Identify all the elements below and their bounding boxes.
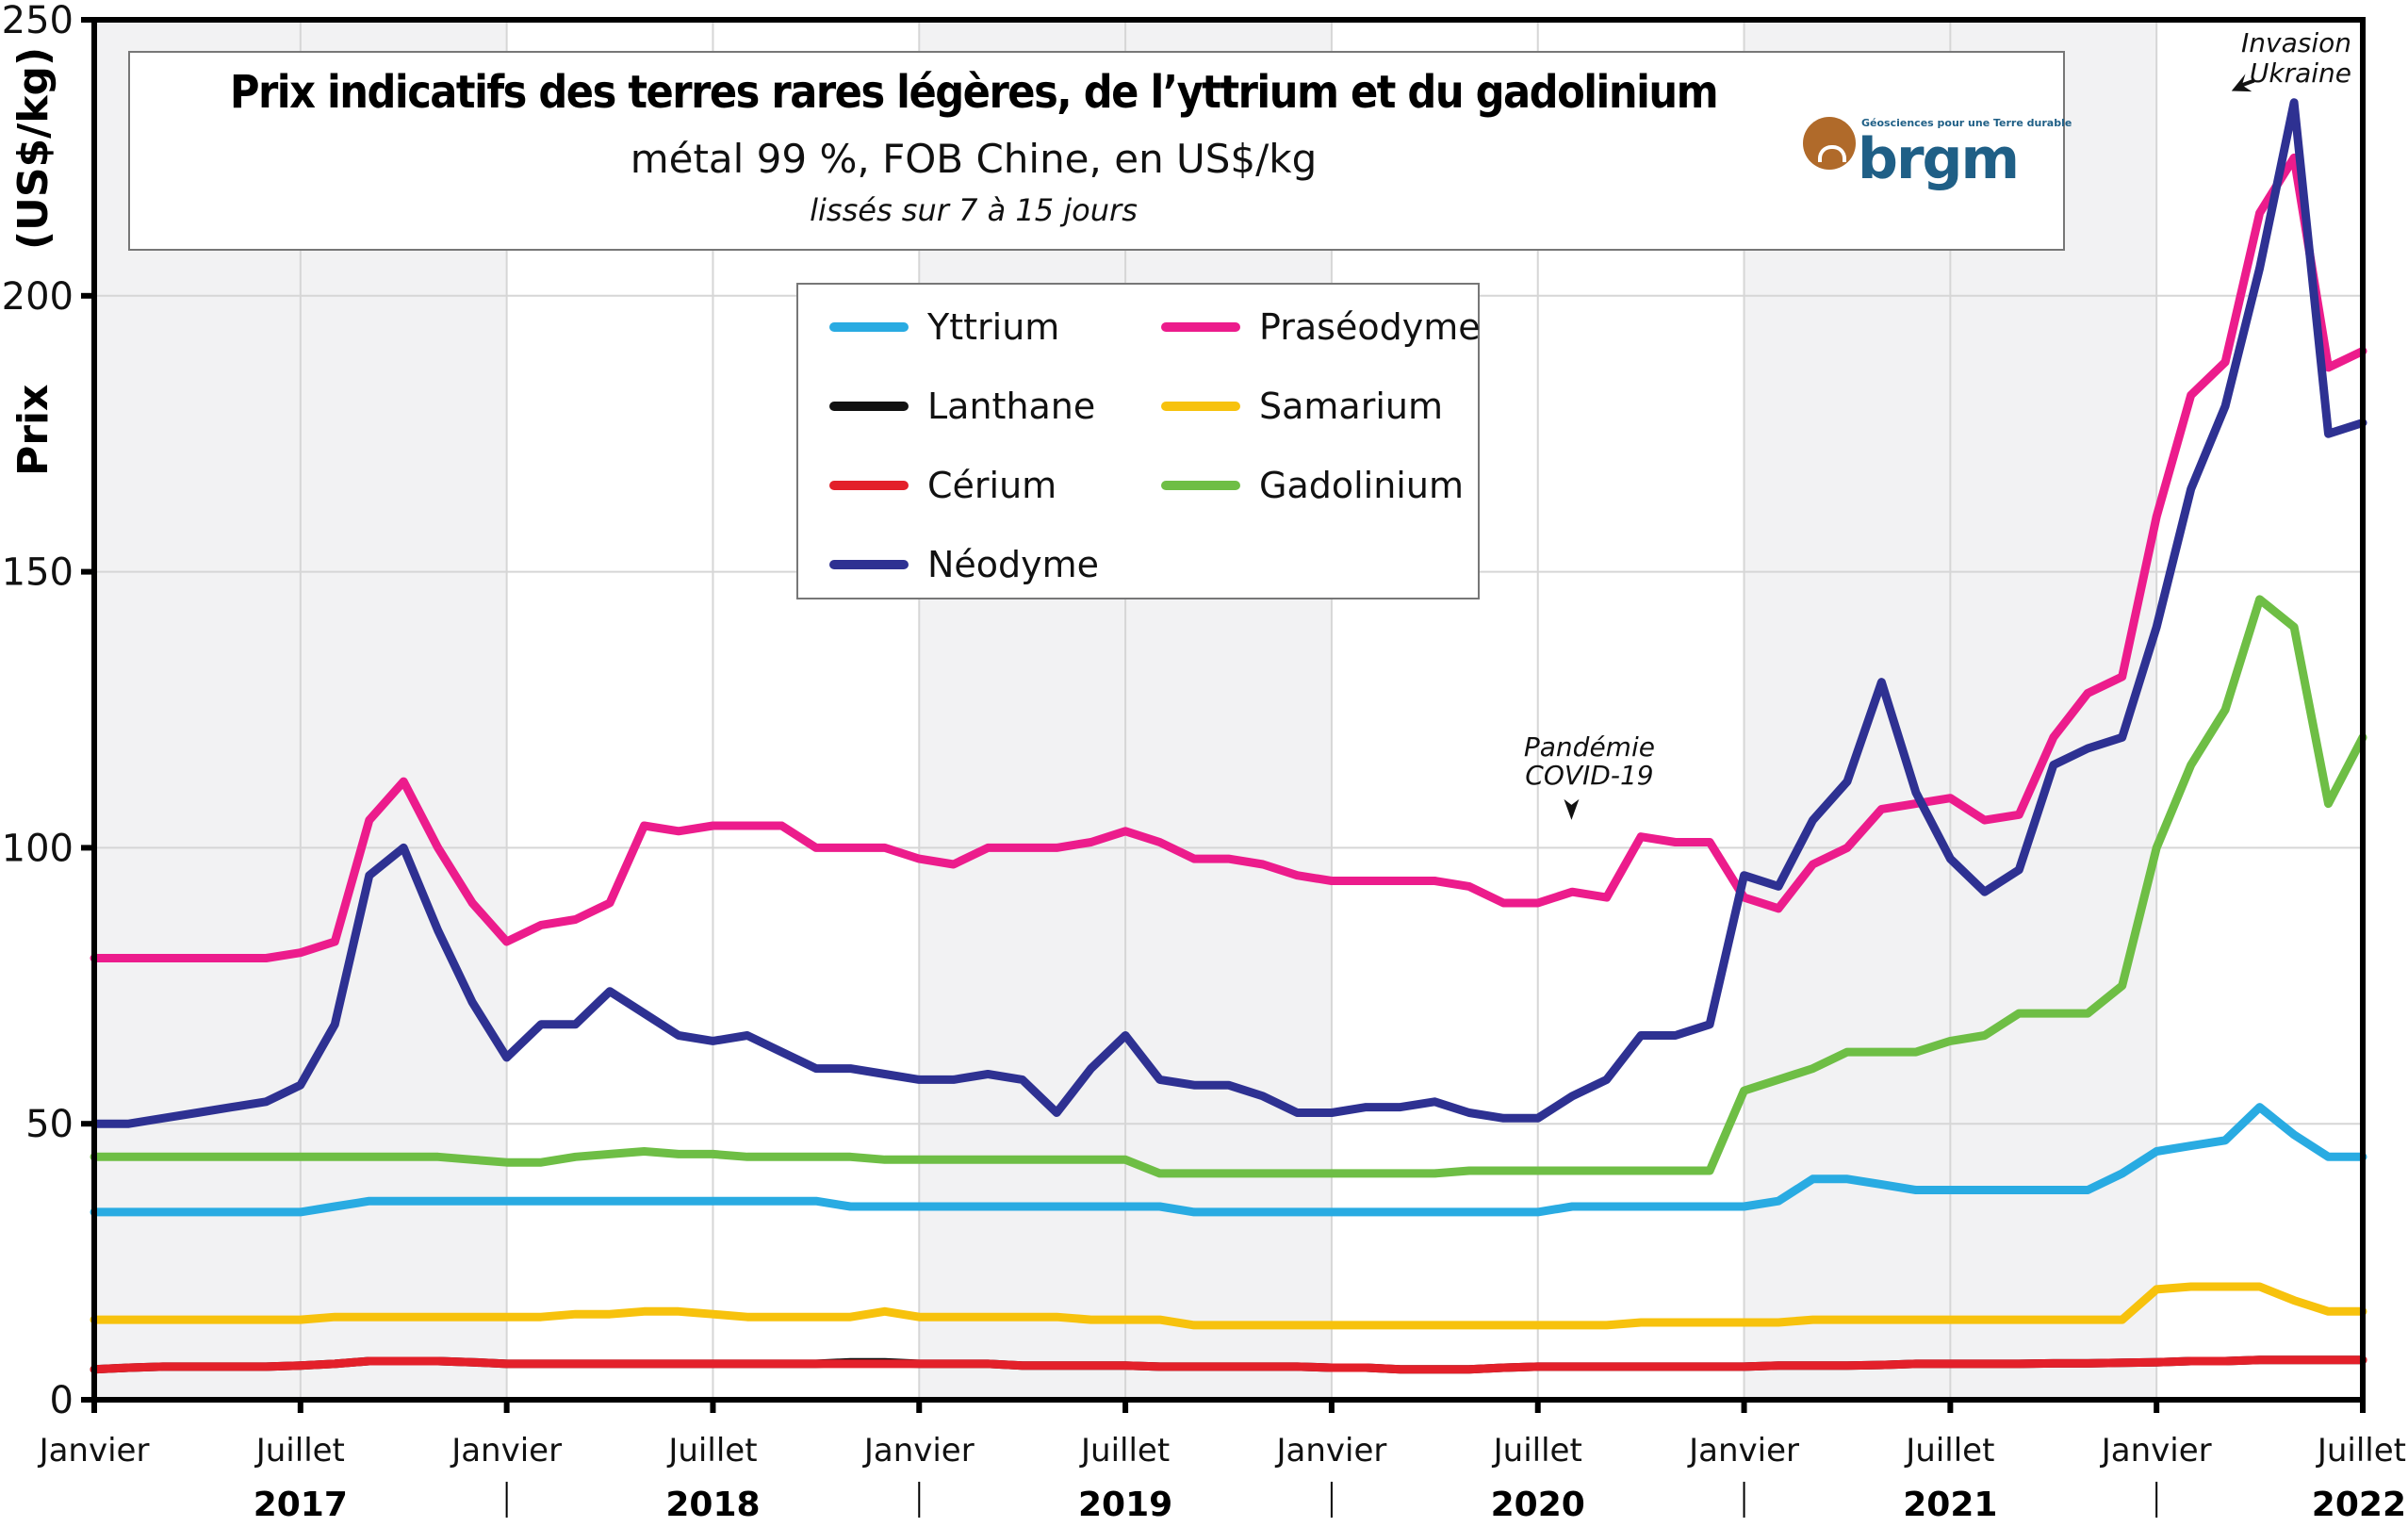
arrow-icon	[2231, 74, 2255, 92]
series-line-yttrium	[90, 1103, 2367, 1217]
x-tick-label: Juillet	[1904, 1432, 1994, 1470]
annotation-ukraine: Ukraine	[2250, 57, 2351, 89]
series-line-praséodyme	[90, 153, 2367, 962]
x-tick-label: Juillet	[254, 1432, 345, 1470]
logo-circle-icon	[1803, 117, 1856, 170]
y-axis-title: Prix	[9, 385, 57, 476]
y-tick-labels: 0 50 100 150 200 250	[2, 0, 74, 1422]
legend-label: Yttrium	[927, 306, 1060, 348]
legend-item-lanthane: Lanthane	[829, 383, 1095, 430]
brgm-logo: Géosciences pour une Terre durable brgm	[1803, 100, 2072, 204]
legend-swatch	[829, 560, 909, 569]
x-year-label: 2017	[254, 1486, 348, 1524]
x-tick-label: Janvier	[38, 1432, 150, 1470]
series-line-cérium	[90, 1355, 2367, 1374]
legend-label: Praséodyme	[1259, 306, 1481, 348]
legend-label: Samarium	[1259, 386, 1443, 427]
series-line-samarium	[90, 1282, 2367, 1330]
title-box: Prix indicatifs des terres rares légères…	[128, 51, 2072, 251]
legend-item-samarium: Samarium	[1161, 383, 1443, 430]
x-tick-label: Juillet	[1079, 1432, 1170, 1470]
legend-swatch	[1161, 481, 1240, 490]
x-year-label: 2021	[1903, 1486, 1997, 1524]
x-year-label: 2018	[665, 1486, 760, 1524]
legend-item-cérium: Cérium	[829, 462, 1057, 509]
logo-tagline: Géosciences pour une Terre durable	[1861, 117, 2072, 129]
y-tick-label: 200	[2, 275, 74, 319]
x-tick-label: Juillet	[1492, 1432, 1582, 1470]
legend-item-yttrium: Yttrium	[829, 304, 1059, 351]
legend-swatch	[829, 402, 909, 411]
y-tick-label: 150	[2, 551, 74, 595]
x-year-label: 2020	[1491, 1486, 1585, 1524]
y-tick-label: 250	[2, 0, 74, 42]
logo-wordmark: brgm	[1858, 126, 2020, 192]
legend-swatch	[1161, 322, 1240, 332]
legend-item-gadolinium: Gadolinium	[1161, 462, 1464, 509]
legend-label: Lanthane	[927, 386, 1096, 427]
chart-subtitle-note: lissés sur 7 à 15 jours	[810, 192, 1138, 228]
y-tick-label: 50	[25, 1103, 74, 1146]
axes	[81, 17, 2366, 1413]
legend-label: Cérium	[927, 465, 1057, 506]
annotation-covid: Pandémie	[1524, 731, 1655, 763]
series-line-néodyme	[90, 98, 2367, 1128]
x-tick-label: Janvier	[862, 1432, 975, 1470]
annotation-covid: COVID-19	[1525, 760, 1653, 791]
legend: Yttrium Lanthane Cérium Néodyme Praséodyme Sa…	[796, 283, 1481, 599]
legend-label: Gadolinium	[1259, 465, 1464, 506]
x-tick-label: Juillet	[666, 1432, 757, 1470]
legend-swatch	[1161, 402, 1240, 411]
x-tick-label: Janvier	[1274, 1432, 1386, 1470]
legend-item-néodyme: Néodyme	[829, 541, 1099, 588]
arrow-icon	[1564, 798, 1580, 820]
series-line-gadolinium	[90, 595, 2367, 1178]
y-tick-label: 100	[2, 827, 74, 870]
plot-frame	[91, 17, 2366, 1403]
x-tick-label: Juillet	[2316, 1432, 2406, 1470]
x-tick-labels: Janvier Juillet Janvier Juillet Janvier Juill…	[38, 1432, 2406, 1524]
legend-item-praséodyme: Praséodyme	[1161, 304, 1481, 351]
x-year-label: 2019	[1078, 1486, 1172, 1524]
y-axis-unit: (US$/kg)	[9, 47, 57, 250]
x-tick-label: Janvier	[1687, 1432, 1799, 1470]
annotation-ukraine: Invasion	[2241, 27, 2351, 58]
x-tick-label: Janvier	[2100, 1432, 2212, 1470]
chart-subtitle: métal 99 %, FOB Chine, en US$/kg	[630, 136, 1318, 182]
legend-swatch	[829, 481, 909, 490]
x-tick-label: Janvier	[450, 1432, 562, 1470]
y-tick-label: 0	[50, 1379, 74, 1422]
x-year-label: 2022	[2312, 1486, 2406, 1524]
legend-label: Néodyme	[927, 544, 1100, 585]
series-lines	[90, 98, 2367, 1374]
chart-title: Prix indicatifs des terres rares légères…	[229, 66, 1719, 119]
legend-swatch	[829, 322, 909, 332]
